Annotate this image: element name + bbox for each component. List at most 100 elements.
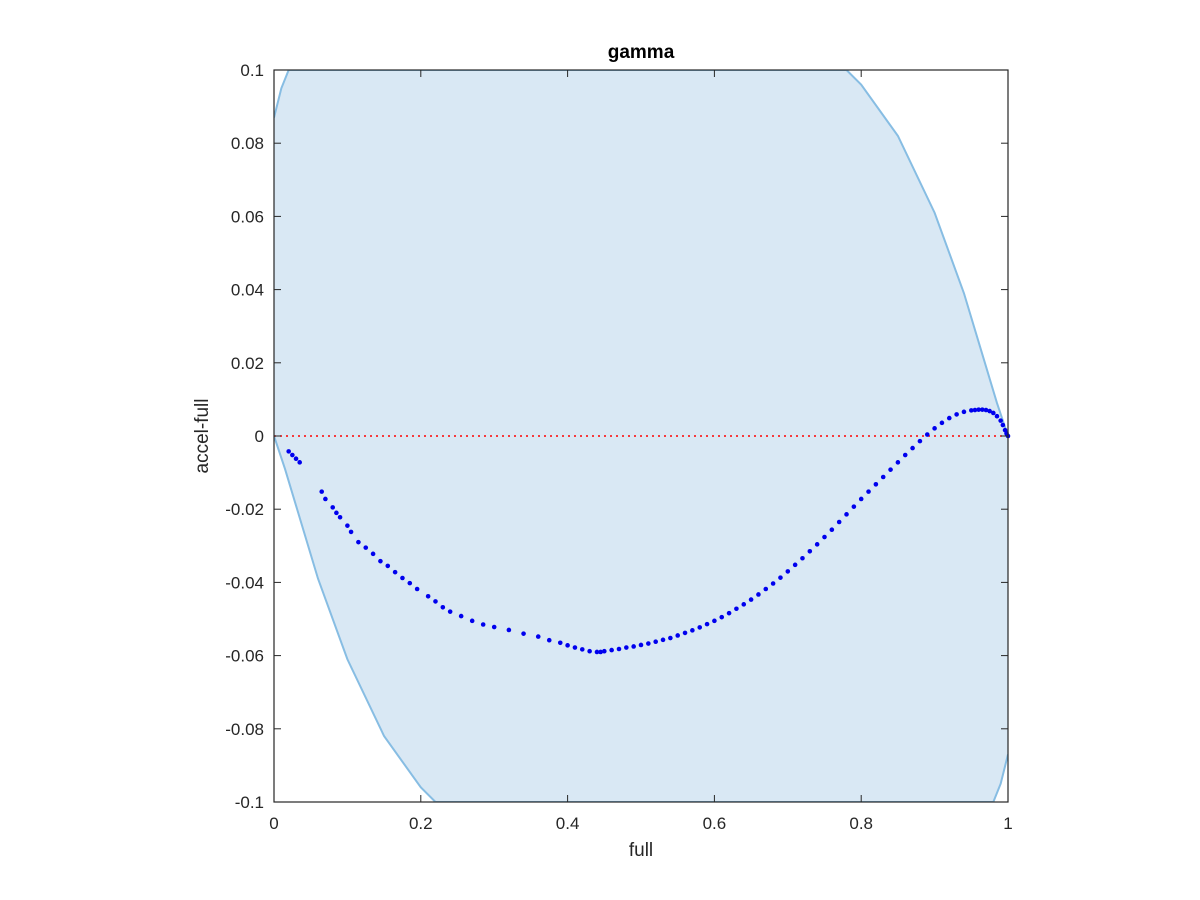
data-point xyxy=(447,609,453,614)
data-point xyxy=(888,467,893,472)
data-point xyxy=(932,426,937,431)
data-point xyxy=(370,551,376,557)
data-point xyxy=(778,575,783,580)
data-point xyxy=(598,649,603,655)
data-point xyxy=(902,452,908,458)
data-point xyxy=(800,555,805,561)
y-tick-label: 0.08 xyxy=(231,134,264,153)
data-point xyxy=(873,482,879,487)
x-tick-label: 0 xyxy=(269,814,278,833)
data-point xyxy=(682,630,688,636)
y-tick-label: 0 xyxy=(255,427,264,446)
x-tick-label: 0.4 xyxy=(556,814,580,833)
data-point xyxy=(319,489,325,494)
data-point xyxy=(807,548,813,554)
y-tick-label: -0.08 xyxy=(225,720,264,739)
data-point xyxy=(660,637,666,643)
data-point xyxy=(976,407,981,412)
data-point xyxy=(851,504,857,509)
data-point xyxy=(609,647,614,653)
y-tick-label: -0.04 xyxy=(225,573,264,592)
y-axis-label: accel-full xyxy=(192,399,213,474)
data-point xyxy=(785,569,791,574)
data-point xyxy=(392,569,398,575)
y-tick-label: -0.1 xyxy=(235,793,264,812)
y-tick-label: 0.02 xyxy=(231,354,264,373)
data-point xyxy=(712,618,717,624)
y-tick-label: -0.02 xyxy=(225,500,264,519)
data-point xyxy=(433,599,438,604)
y-tick-label: 0.06 xyxy=(231,207,264,226)
data-point xyxy=(858,496,864,502)
data-point xyxy=(638,642,644,648)
y-tick-label: 0.1 xyxy=(240,61,264,80)
data-point xyxy=(521,631,526,636)
data-point xyxy=(770,581,776,586)
data-point xyxy=(983,407,989,413)
data-point xyxy=(829,527,835,532)
data-point xyxy=(924,432,930,437)
data-point xyxy=(972,407,978,413)
data-point xyxy=(587,648,592,654)
data-point xyxy=(407,580,413,586)
data-point xyxy=(675,633,680,638)
data-point xyxy=(356,539,361,545)
data-point xyxy=(334,510,339,516)
data-point xyxy=(697,625,703,630)
chart-title: gamma xyxy=(608,42,675,63)
data-point xyxy=(425,594,431,599)
data-point xyxy=(939,420,945,426)
data-point xyxy=(719,614,725,620)
x-tick-label: 0.2 xyxy=(409,814,433,833)
data-point xyxy=(337,514,343,520)
data-point xyxy=(385,563,391,569)
data-point xyxy=(616,646,622,652)
band-lower-edge xyxy=(274,435,1008,802)
data-point xyxy=(748,597,754,602)
data-point xyxy=(440,604,446,610)
data-point xyxy=(994,413,1000,419)
x-tick-label: 0.8 xyxy=(849,814,873,833)
data-point xyxy=(297,460,302,465)
data-point xyxy=(998,418,1003,423)
data-point xyxy=(631,644,636,649)
data-point xyxy=(704,621,710,627)
data-point xyxy=(286,449,291,454)
data-point xyxy=(991,410,996,416)
data-point xyxy=(895,460,901,465)
band-upper-edge xyxy=(274,70,1008,437)
data-point xyxy=(954,412,959,417)
data-point xyxy=(980,407,985,412)
data-point xyxy=(400,575,405,581)
data-point xyxy=(293,456,299,461)
data-point xyxy=(961,409,967,415)
data-point xyxy=(726,610,732,616)
x-tick-label: 1 xyxy=(1003,814,1012,833)
data-point xyxy=(763,586,769,592)
data-point xyxy=(1000,422,1006,428)
data-points xyxy=(286,407,1011,655)
data-point xyxy=(348,529,354,535)
data-point xyxy=(323,496,328,502)
data-point xyxy=(565,643,570,648)
data-point xyxy=(480,622,486,627)
data-point xyxy=(653,639,658,644)
data-point xyxy=(792,562,798,568)
data-point xyxy=(880,474,886,480)
data-point xyxy=(469,618,475,624)
data-point xyxy=(866,489,871,494)
data-point xyxy=(602,648,607,654)
data-point xyxy=(414,586,420,592)
y-tick-label: 0.04 xyxy=(231,281,264,300)
data-point xyxy=(290,452,295,458)
x-tick-label: 0.6 xyxy=(703,814,727,833)
data-point xyxy=(345,523,350,528)
data-point xyxy=(458,613,464,619)
data-point xyxy=(969,408,974,413)
data-point xyxy=(506,627,512,633)
x-axis-label: full xyxy=(629,840,653,861)
data-point xyxy=(491,624,497,630)
data-point xyxy=(946,415,952,421)
data-point xyxy=(910,445,915,451)
